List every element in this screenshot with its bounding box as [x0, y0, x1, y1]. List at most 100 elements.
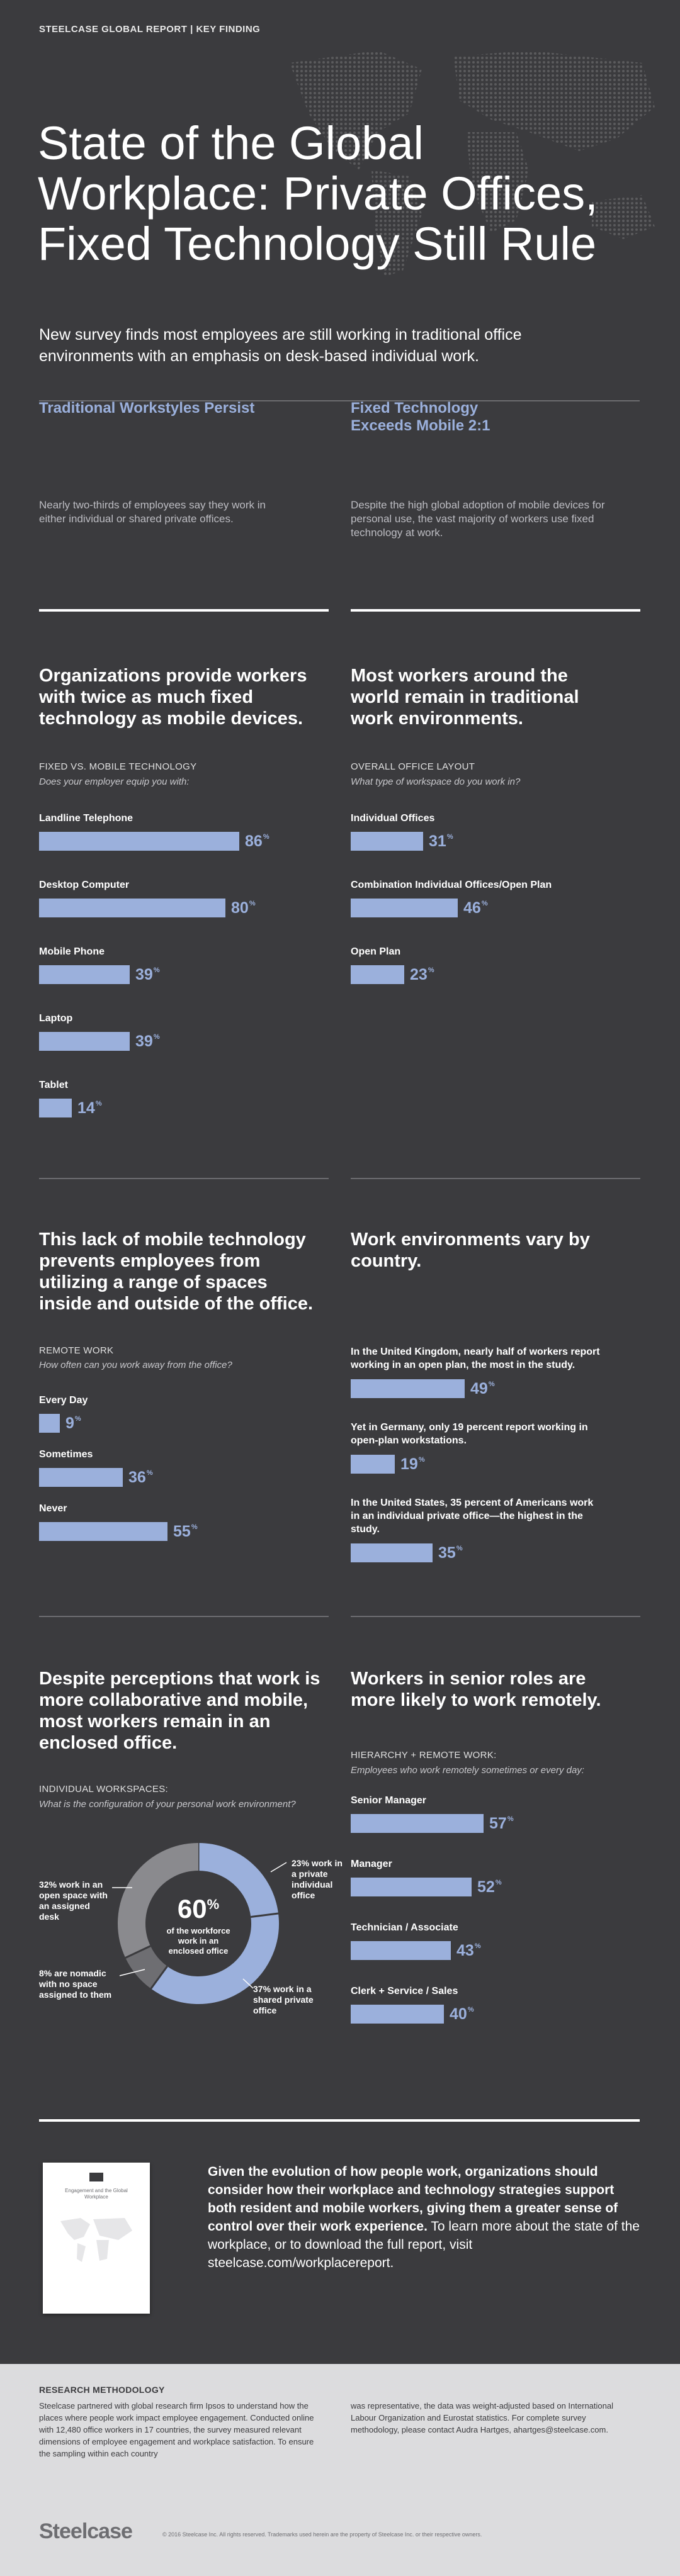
bar-value: 40% — [450, 2005, 474, 2023]
bar-value: 39% — [135, 1032, 160, 1050]
bar-value: 19% — [400, 1455, 425, 1473]
bar-row: Landline Telephone 86% — [39, 813, 269, 851]
senior-chart-label: HIERARCHY + REMOTE WORK: — [351, 1750, 497, 1761]
bar — [351, 1455, 395, 1474]
divider — [351, 1616, 640, 1617]
bar-row: Mobile Phone 39% — [39, 946, 160, 984]
cta-text: Given the evolution of how people work, … — [208, 2163, 642, 2272]
bar — [39, 1414, 60, 1433]
country-title: Work environments vary by country. — [351, 1229, 590, 1271]
steelcase-logo[interactable]: Steelcase — [39, 2519, 133, 2543]
divider — [39, 400, 640, 401]
bar-row: Yet in Germany, only 19 percent report w… — [351, 1421, 603, 1474]
world-map-background — [290, 50, 655, 277]
bar-label: Clerk + Service / Sales — [351, 1986, 458, 1996]
donut-label-private: 23% work in a private individual office — [292, 1858, 343, 1900]
donut-center-value: 60 — [177, 1894, 207, 1924]
bar-label: Every Day — [39, 1395, 88, 1406]
bar-value: 55% — [173, 1522, 198, 1540]
layout-title: Most workers around the world remain in … — [351, 666, 579, 729]
cta-link-text[interactable]: To learn more about the state of the wor… — [208, 2219, 640, 2270]
bar — [39, 832, 239, 851]
bar-row: Manager 52% — [351, 1859, 502, 1896]
tech-chart-question: Does your employer equip you with: — [39, 776, 190, 787]
bar-label: Open Plan — [351, 946, 401, 957]
donut-slice — [125, 1946, 168, 1989]
bar-value: 52% — [477, 1878, 502, 1896]
divider — [39, 1178, 329, 1179]
bar — [351, 2005, 444, 2024]
bar-row: Desktop Computer 80% — [39, 880, 256, 917]
bar-label: Yet in Germany, only 19 percent report w… — [351, 1422, 588, 1446]
bar-value: 86% — [245, 832, 269, 850]
intro-body-2: Despite the high global adoption of mobi… — [351, 499, 605, 539]
bar-label: Desktop Computer — [39, 880, 130, 890]
bar-value: 14% — [77, 1099, 102, 1117]
section-rule — [39, 609, 329, 612]
country-bar-chart: In the United Kingdom, nearly half of wo… — [351, 1345, 647, 1572]
bar — [39, 1468, 123, 1487]
donut-slice-separator — [125, 1945, 151, 1959]
tech-chart-label: FIXED VS. MOBILE TECHNOLOGY — [39, 761, 197, 772]
footer — [0, 2364, 680, 2576]
intro-body-1: Nearly two-thirds of employees say they … — [39, 499, 266, 525]
divider — [39, 1616, 329, 1617]
tech-title: Organizations provide workers with twice… — [39, 666, 307, 729]
donut-leader-lines — [112, 1862, 287, 1989]
copyright: © 2016 Steelcase Inc. All rights reserve… — [162, 2531, 482, 2538]
bar-label: Landline Telephone — [39, 813, 133, 824]
bar — [39, 965, 130, 984]
bar-row: Individual Offices 31% — [351, 813, 453, 851]
remote-chart-label: REMOTE WORK — [39, 1345, 114, 1356]
donut-center-text: of the workforce work in an enclosed off… — [166, 1926, 230, 1956]
donut-label-open: 32% work in an open space with an assign… — [39, 1879, 108, 1922]
remote-bar-chart: Every Day 9% Sometimes 36% Never 55% — [39, 1395, 335, 1596]
report-cover-map — [60, 2218, 132, 2262]
senior-bar-chart: Senior Manager 57% Manager 52% Technician / … — [351, 1795, 647, 2047]
report-cover-thumbnail[interactable]: Engagement and the Global Workplace — [43, 2163, 150, 2314]
bar — [39, 1032, 130, 1051]
bar — [351, 1941, 451, 1960]
bar-row: In the United States, 35 percent of Amer… — [351, 1496, 603, 1562]
bar-value: 43% — [456, 1941, 481, 1959]
bar — [351, 832, 423, 851]
senior-chart-question: Employees who work remotely sometimes or… — [351, 1765, 584, 1776]
bar-row: Clerk + Service / Sales 40% — [351, 1986, 474, 2024]
layout-chart-question: What type of workspace do you work in? — [351, 776, 521, 787]
hero-subtitle: New survey finds most employees are stil… — [39, 326, 522, 365]
report-eyebrow: STEELCASE GLOBAL REPORT | KEY FINDING — [39, 24, 261, 35]
donut-slice-separator — [150, 1966, 168, 1990]
donut-slice — [150, 1913, 279, 2004]
bar-label: Never — [39, 1503, 67, 1514]
bar-label: In the United Kingdom, nearly half of wo… — [351, 1347, 600, 1370]
bar-row: Laptop 39% — [39, 1013, 160, 1051]
methodology-col-1: Steelcase partnered with global research… — [39, 2401, 314, 2458]
intro-title-1: Traditional Workstyles Persist — [39, 400, 255, 417]
bar-row: Technician / Associate 43% — [351, 1922, 481, 1960]
bar-label: Laptop — [39, 1013, 73, 1024]
layout-bar-chart: Individual Offices 31% Combination Individ… — [351, 813, 647, 1014]
bar-value: 31% — [429, 832, 453, 850]
bar-label: Sometimes — [39, 1449, 93, 1460]
workspace-donut-chart — [118, 1843, 279, 2004]
bar-row: Tablet 14% — [39, 1080, 102, 1117]
layout-chart-label: OVERALL OFFICE LAYOUT — [351, 761, 475, 772]
bar-row: Combination Individual Offices/Open Plan… — [351, 880, 552, 917]
bar-row: Never 55% — [39, 1503, 198, 1541]
donut-center: 60% of the workforce work in an enclosed… — [132, 1890, 264, 1956]
methodology-heading: RESEARCH METHODOLOGY — [39, 2385, 165, 2395]
donut-slice — [118, 1843, 199, 1958]
bar — [39, 1099, 72, 1117]
hero-title: State of the Global Workplace: Private O… — [38, 117, 598, 270]
section-rule — [351, 609, 640, 612]
bar — [39, 1522, 167, 1541]
report-cover-title: Engagement and the Global Workplace — [65, 2188, 128, 2200]
bar — [351, 1814, 484, 1833]
bar-value: 49% — [470, 1379, 495, 1397]
donut-slice-separator — [251, 1912, 279, 1918]
bar — [351, 965, 404, 984]
bar-row: Open Plan 23% — [351, 946, 434, 984]
divider — [351, 1178, 640, 1179]
remote-chart-question: How often can you work away from the off… — [39, 1360, 232, 1370]
bar-label: Senior Manager — [351, 1795, 427, 1806]
